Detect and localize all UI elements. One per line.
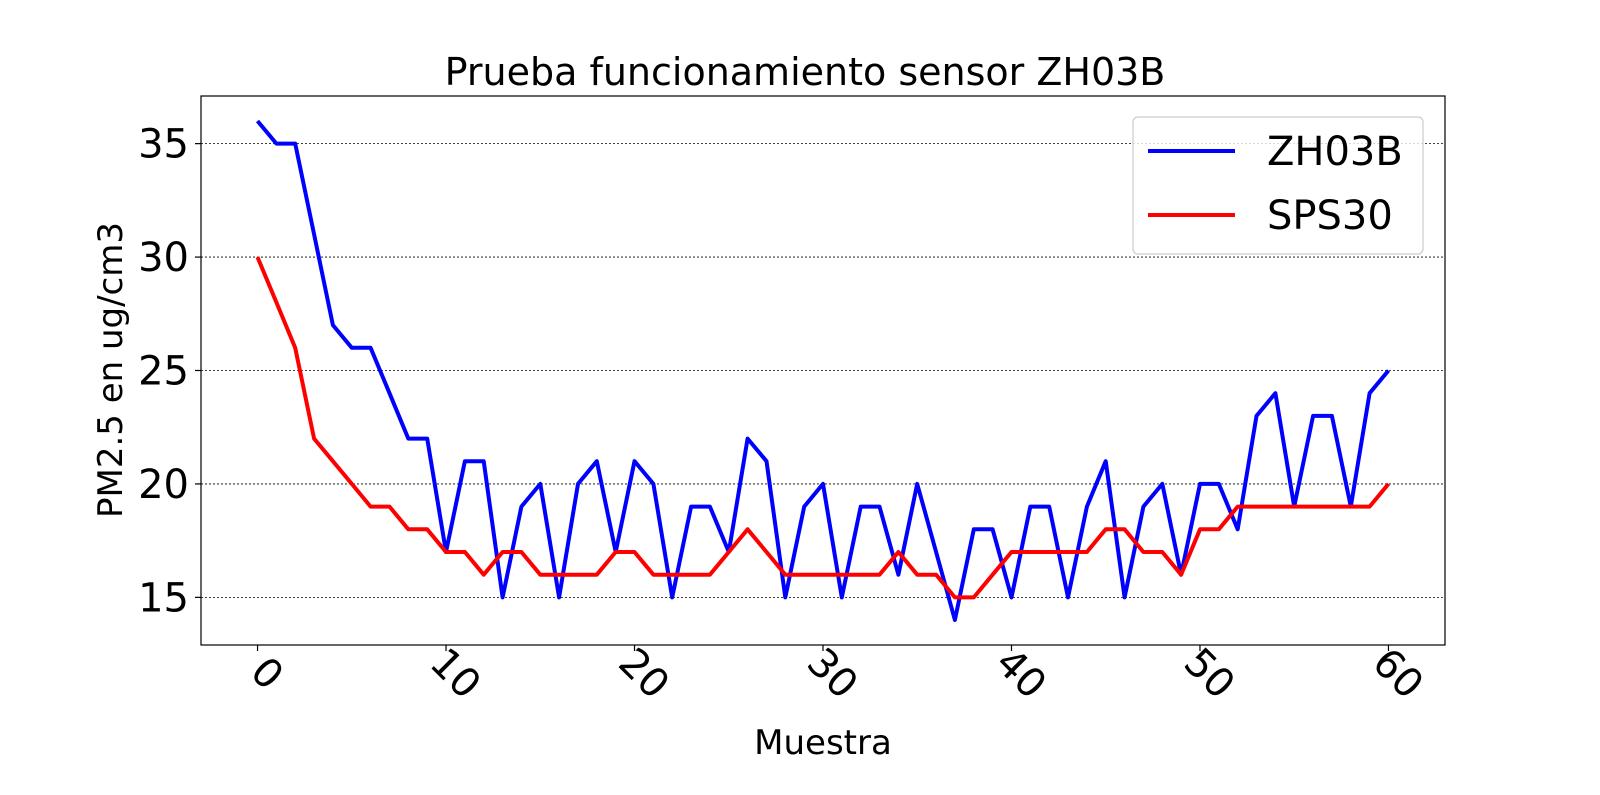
legend-label-zh03b: ZH03B (1267, 129, 1403, 175)
x-tick-label-40: 40 (986, 640, 1055, 709)
legend-label-sps30: SPS30 (1267, 193, 1393, 239)
x-tick-label-60: 60 (1363, 640, 1432, 709)
series-line-sps30 (255, 256, 1391, 600)
y-tick-label-15: 15 (138, 575, 189, 621)
y-tick-label-20: 20 (138, 462, 189, 508)
x-tick-label-20: 20 (609, 640, 678, 709)
x-tick-label-0: 0 (241, 649, 292, 700)
x-axis-ticks: 0 10 20 30 40 50 60 (241, 640, 1431, 709)
series-layer (255, 119, 1391, 622)
y-axis-ticks: 15 20 25 30 35 (138, 122, 201, 621)
y-tick-label-30: 30 (138, 235, 189, 281)
x-tick-label-30: 30 (798, 640, 867, 709)
legend: ZH03B SPS30 (1132, 116, 1424, 255)
y-tick-label-25: 25 (138, 349, 189, 395)
x-tick-label-50: 50 (1175, 640, 1244, 709)
chart-title: Prueba funcionamiento sensor ZH03B (445, 50, 1166, 94)
x-axis-label: Muestra (754, 723, 892, 763)
y-axis-label: PM2.5 en ug/cm3 (91, 222, 131, 518)
y-tick-label-35: 35 (138, 122, 189, 168)
x-tick-label-10: 10 (421, 640, 490, 709)
